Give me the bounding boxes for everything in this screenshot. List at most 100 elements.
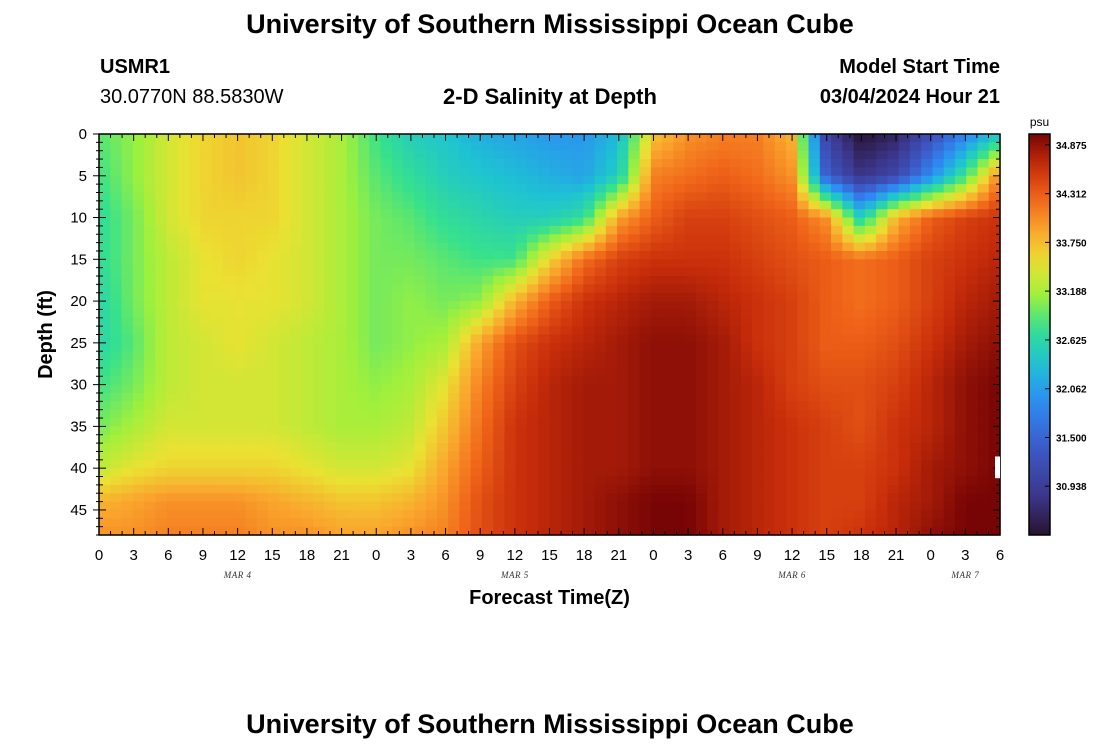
heatmap-cell <box>189 418 201 427</box>
heatmap-cell <box>425 217 438 227</box>
heatmap-cell <box>988 317 1001 327</box>
heatmap-cell <box>391 351 404 361</box>
heatmap-cell <box>245 150 258 160</box>
heatmap-cell <box>493 150 506 160</box>
heatmap-cell <box>391 501 404 511</box>
heatmap-cell <box>234 426 247 436</box>
heatmap-cell <box>583 409 596 419</box>
heatmap-cell <box>470 484 483 494</box>
heatmap-cell <box>763 242 776 252</box>
heatmap-cell <box>887 175 900 185</box>
heatmap-cell <box>515 526 528 536</box>
heatmap-cell <box>425 418 438 427</box>
heatmap-cell <box>234 276 247 285</box>
heatmap-cell <box>605 259 618 269</box>
heatmap-cell <box>752 493 765 503</box>
heatmap-cell <box>391 276 404 285</box>
heatmap-cell <box>132 493 145 503</box>
heatmap-cell <box>729 493 742 503</box>
heatmap-cell <box>819 392 832 402</box>
heatmap-cell <box>808 484 821 494</box>
heatmap-cell <box>864 292 877 302</box>
heatmap-cell <box>909 217 922 227</box>
heatmap-cell <box>189 384 201 394</box>
heatmap-cell <box>256 292 269 302</box>
heatmap-cell <box>594 159 607 169</box>
heatmap-cell <box>695 276 708 285</box>
heatmap-cell <box>481 142 494 152</box>
heatmap-cell <box>470 434 483 444</box>
heatmap-cell <box>887 267 900 277</box>
heatmap-cell <box>853 217 866 227</box>
heatmap-cell <box>425 434 438 444</box>
heatmap-cell <box>256 150 269 160</box>
heatmap-cell <box>864 242 877 252</box>
heatmap-cell <box>335 443 348 453</box>
heatmap-cell <box>144 376 156 386</box>
heatmap-cell <box>121 342 134 352</box>
heatmap-cell <box>526 175 539 185</box>
heatmap-cell <box>932 451 945 461</box>
heatmap-cell <box>819 284 832 294</box>
heatmap-cell <box>132 192 145 202</box>
heatmap-cell <box>932 225 945 235</box>
heatmap-cell <box>200 451 213 461</box>
heatmap-cell <box>650 392 663 402</box>
heatmap-cell <box>583 384 596 394</box>
heatmap-cell <box>403 184 415 194</box>
heatmap-cell <box>200 526 213 536</box>
heatmap-cell <box>335 484 348 494</box>
heatmap-cell <box>493 192 506 202</box>
heatmap-cell <box>583 292 596 302</box>
heatmap-cell <box>650 326 663 336</box>
heatmap-cell <box>312 209 325 219</box>
heatmap-cell <box>819 426 832 436</box>
heatmap-cell <box>301 292 314 302</box>
heatmap-cell <box>887 392 900 402</box>
heatmap-cell <box>234 175 247 185</box>
heatmap-cell <box>966 217 979 227</box>
heatmap-cell <box>572 267 584 277</box>
heatmap-cell <box>729 459 742 469</box>
heatmap-cell <box>662 150 674 160</box>
heatmap-cell <box>335 292 348 302</box>
heatmap-cell <box>110 493 123 503</box>
heatmap-cell <box>144 359 156 369</box>
heatmap-cell <box>797 292 810 302</box>
heatmap-cell <box>166 134 179 143</box>
heatmap-cell <box>493 526 506 536</box>
heatmap-cell <box>549 317 562 327</box>
heatmap-cell <box>887 301 900 311</box>
heatmap-cell <box>267 184 280 194</box>
heatmap-cell <box>166 418 179 427</box>
heatmap-cell <box>876 267 888 277</box>
heatmap-cell <box>662 309 674 319</box>
heatmap-cell <box>684 359 697 369</box>
heatmap-cell <box>876 392 888 402</box>
heatmap-cell <box>459 167 472 177</box>
heatmap-cell <box>977 225 990 235</box>
heatmap-cell <box>617 434 629 444</box>
heatmap-cell <box>222 175 235 185</box>
heatmap-cell <box>391 342 404 352</box>
heatmap-cell <box>650 301 663 311</box>
heatmap-cell <box>977 234 990 244</box>
heatmap-cell <box>864 493 877 503</box>
heatmap-cell <box>459 217 472 227</box>
heatmap-cell <box>245 434 258 444</box>
heatmap-cell <box>774 317 787 327</box>
heatmap-cell <box>763 142 776 152</box>
heatmap-cell <box>515 451 528 461</box>
heatmap-cell <box>808 376 821 386</box>
heatmap-cell <box>403 509 415 519</box>
heatmap-cell <box>752 250 765 260</box>
heatmap-cell <box>887 259 900 269</box>
colorbar-tick-label: 34.312 <box>1056 190 1087 201</box>
heatmap-cell <box>786 259 798 269</box>
heatmap-cell <box>538 134 551 143</box>
heatmap-cell <box>267 200 280 210</box>
heatmap-cell <box>808 509 821 519</box>
heatmap-cell <box>470 451 483 461</box>
heatmap-cell <box>144 192 156 202</box>
heatmap-cell <box>301 376 314 386</box>
